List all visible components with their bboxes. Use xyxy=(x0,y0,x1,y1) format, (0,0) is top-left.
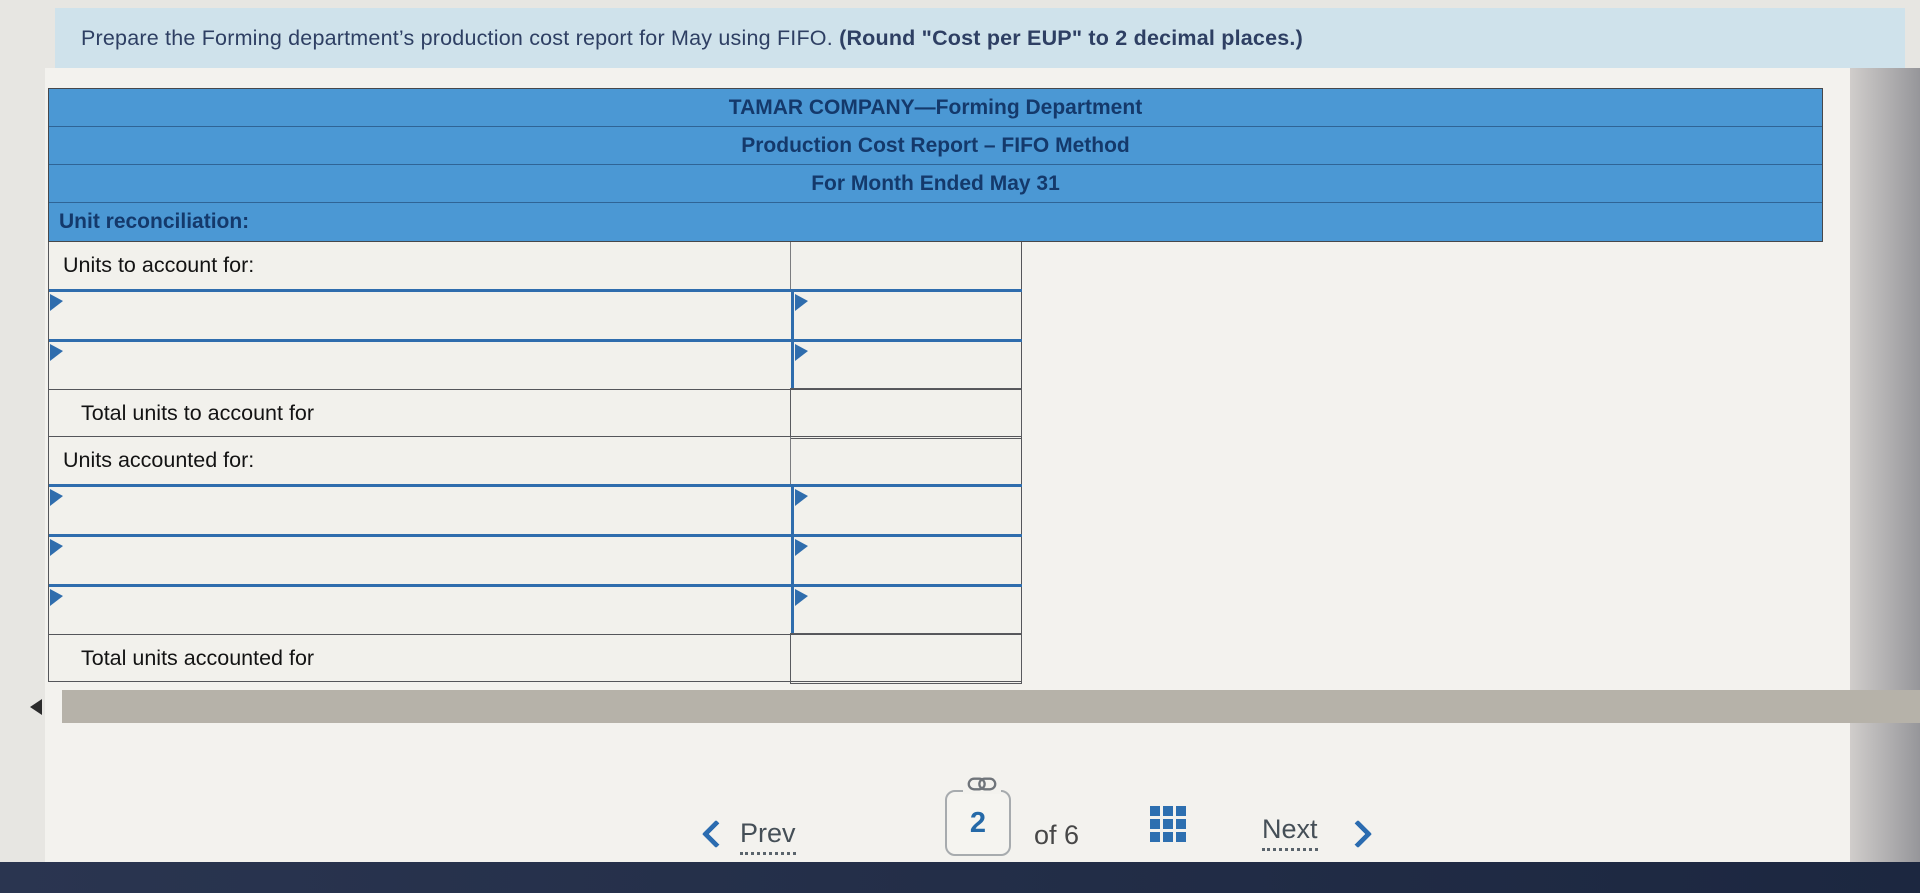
question-map-button[interactable] xyxy=(1150,806,1188,844)
grid-square xyxy=(1163,819,1173,829)
dropdown-arrow-icon xyxy=(795,344,808,361)
company-title: TAMAR COMPANY—Forming Department xyxy=(728,95,1143,119)
units-input-cell[interactable] xyxy=(791,487,1022,534)
units-accounted-input-row-3 xyxy=(49,584,1022,634)
report-period: For Month Ended May 31 xyxy=(811,171,1060,195)
instruction-emphasis: (Round "Cost per EUP" to 2 decimal place… xyxy=(839,25,1303,50)
total-units-to-account-label: Total units to account for xyxy=(81,400,315,425)
units-accounted-label: Units accounted for: xyxy=(63,448,255,472)
dropdown-arrow-icon xyxy=(795,589,808,606)
units-to-account-input-row-2 xyxy=(49,339,1022,389)
units-to-account-header-row: Units to account for: xyxy=(49,242,1022,289)
total-units-accounted-output-cell xyxy=(790,633,1022,684)
total-units-to-account-label-cell: Total units to account for xyxy=(49,390,791,436)
empty-cell xyxy=(791,242,1022,289)
dropdown-arrow-icon xyxy=(50,294,63,311)
units-to-account-label: Units to account for: xyxy=(63,253,255,277)
account-dropdown-cell[interactable] xyxy=(49,537,791,584)
grid-square xyxy=(1163,832,1173,842)
units-accounted-input-row-1 xyxy=(49,484,1022,534)
next-button[interactable]: Next xyxy=(1262,814,1318,851)
grid-square xyxy=(1150,832,1160,842)
scroll-left-icon[interactable] xyxy=(30,699,42,715)
total-units-accounted-row: Total units accounted for xyxy=(49,633,1022,684)
units-to-account-input-row-1 xyxy=(49,289,1022,339)
dropdown-arrow-icon xyxy=(795,489,808,506)
units-input-cell[interactable] xyxy=(791,537,1022,584)
page-of-total-text: of 6 xyxy=(1034,820,1080,850)
instruction-bar: Prepare the Forming department’s product… xyxy=(55,8,1905,68)
grid-square xyxy=(1176,832,1186,842)
dropdown-arrow-icon xyxy=(50,539,63,556)
grid-square xyxy=(1163,806,1173,816)
total-units-accounted-label-cell: Total units accounted for xyxy=(49,635,791,681)
grid-square xyxy=(1150,806,1160,816)
units-input-cell[interactable] xyxy=(791,587,1022,634)
account-dropdown-cell[interactable] xyxy=(49,587,791,634)
units-accounted-input-row-2 xyxy=(49,534,1022,584)
total-units-to-account-output-cell xyxy=(790,388,1022,439)
bottom-screen-edge-bar xyxy=(0,862,1920,893)
report-header-block: TAMAR COMPANY—Forming Department Product… xyxy=(48,88,1823,242)
output-cell-border xyxy=(790,633,1022,684)
right-edge-strip xyxy=(1850,68,1920,862)
unit-reconciliation-header-row: Unit reconciliation: xyxy=(49,203,1822,241)
account-dropdown-cell[interactable] xyxy=(49,292,791,339)
units-accounted-label-cell: Units accounted for: xyxy=(49,437,791,484)
units-accounted-header-row: Units accounted for: xyxy=(49,437,1022,484)
instruction-text: Prepare the Forming department’s product… xyxy=(81,25,1303,50)
total-units-to-account-row: Total units to account for xyxy=(49,388,1022,439)
account-dropdown-cell[interactable] xyxy=(49,342,791,389)
dropdown-arrow-icon xyxy=(50,344,63,361)
report-subtitle-row: Production Cost Report – FIFO Method xyxy=(49,127,1822,165)
horizontal-scrollbar[interactable] xyxy=(62,690,1920,723)
units-input-cell[interactable] xyxy=(791,342,1022,389)
dropdown-arrow-icon xyxy=(795,294,808,311)
dropdown-arrow-icon xyxy=(795,539,808,556)
output-cell-border xyxy=(790,388,1022,439)
grid-square xyxy=(1150,819,1160,829)
page-number-box[interactable]: 2 xyxy=(945,790,1011,856)
dropdown-arrow-icon xyxy=(50,489,63,506)
production-cost-report-table: TAMAR COMPANY—Forming Department Product… xyxy=(48,88,1823,684)
empty-cell xyxy=(791,437,1022,484)
report-subtitle: Production Cost Report – FIFO Method xyxy=(741,133,1130,157)
grid-square xyxy=(1176,806,1186,816)
dropdown-arrow-icon xyxy=(50,589,63,606)
grid-square xyxy=(1176,819,1186,829)
total-units-accounted-label: Total units accounted for xyxy=(81,645,315,670)
report-title-row: TAMAR COMPANY—Forming Department xyxy=(49,89,1822,127)
report-period-row: For Month Ended May 31 xyxy=(49,165,1822,203)
current-page-number: 2 xyxy=(969,806,987,839)
units-input-cell[interactable] xyxy=(791,292,1022,339)
link-icon xyxy=(963,774,1001,794)
unit-reconciliation-label: Unit reconciliation: xyxy=(59,210,250,233)
units-to-account-label-cell: Units to account for: xyxy=(49,242,791,289)
account-dropdown-cell[interactable] xyxy=(49,487,791,534)
unit-reconciliation-grid: Units to account for: Total units to acc… xyxy=(48,242,1022,684)
prev-button[interactable]: Prev xyxy=(740,818,796,855)
